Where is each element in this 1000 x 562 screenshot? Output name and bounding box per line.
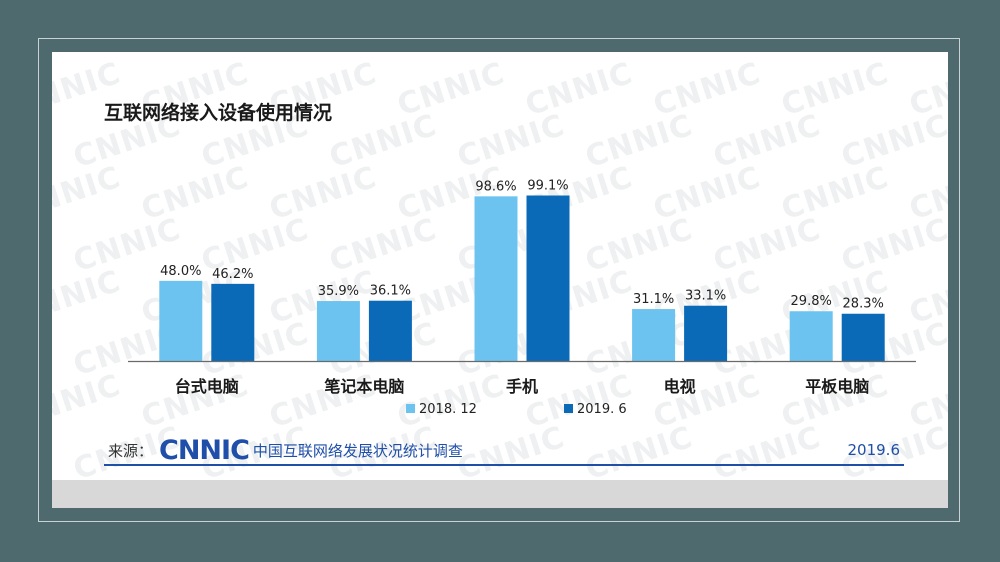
legend-swatch [564, 404, 573, 413]
slide: CNNIC CNNIC CNNIC CNNIC CNNIC CNNIC CNNIC CNNIC… [52, 52, 948, 508]
data-label: 35.9% [318, 284, 359, 299]
data-label: 36.1% [370, 284, 411, 299]
bar [789, 311, 833, 361]
cnnic-logo: CNNIC [159, 434, 250, 466]
data-label: 46.2% [212, 267, 253, 282]
bar [316, 301, 360, 361]
data-label: 33.1% [685, 289, 726, 304]
data-label: 29.8% [791, 294, 832, 309]
legend-label: 2019. 6 [577, 402, 627, 417]
bottom-band [52, 480, 948, 508]
data-label: 31.1% [633, 292, 674, 307]
data-label: 28.3% [843, 297, 884, 312]
source-organization: 中国互联网络发展状况统计调查 [252, 441, 463, 460]
category-label: 手机 [506, 377, 538, 396]
category-label: 笔记本电脑 [324, 377, 404, 396]
data-label: 98.6% [475, 179, 516, 194]
bar [841, 313, 885, 361]
bar [632, 309, 676, 361]
source-date: 2019.6 [847, 441, 901, 459]
chart-title: 互联网络接入设备使用情况 [104, 102, 333, 124]
bar [684, 305, 728, 361]
category-label: 电视 [664, 377, 696, 396]
data-label: 99.1% [527, 179, 568, 194]
bar-chart: 48.0% 46.2% 台式电脑 35.9% 36.1% 笔记本电脑 98.6% 99.1% 手… [128, 179, 916, 417]
bar [211, 283, 255, 361]
source-row: 来源： CNNIC 中国互联网络发展状况统计调查 [108, 434, 908, 466]
footer-rule [104, 464, 904, 466]
bar [474, 196, 518, 361]
data-label: 48.0% [160, 264, 201, 279]
legend-swatch [406, 404, 415, 413]
category-label: 台式电脑 [175, 377, 239, 396]
bar [159, 280, 203, 361]
slide-frame [38, 38, 960, 522]
source-label: 来源： [108, 441, 154, 460]
legend-label: 2018. 12 [419, 402, 477, 417]
bar [526, 195, 570, 361]
bar [368, 300, 412, 361]
category-label: 平板电脑 [805, 377, 869, 396]
